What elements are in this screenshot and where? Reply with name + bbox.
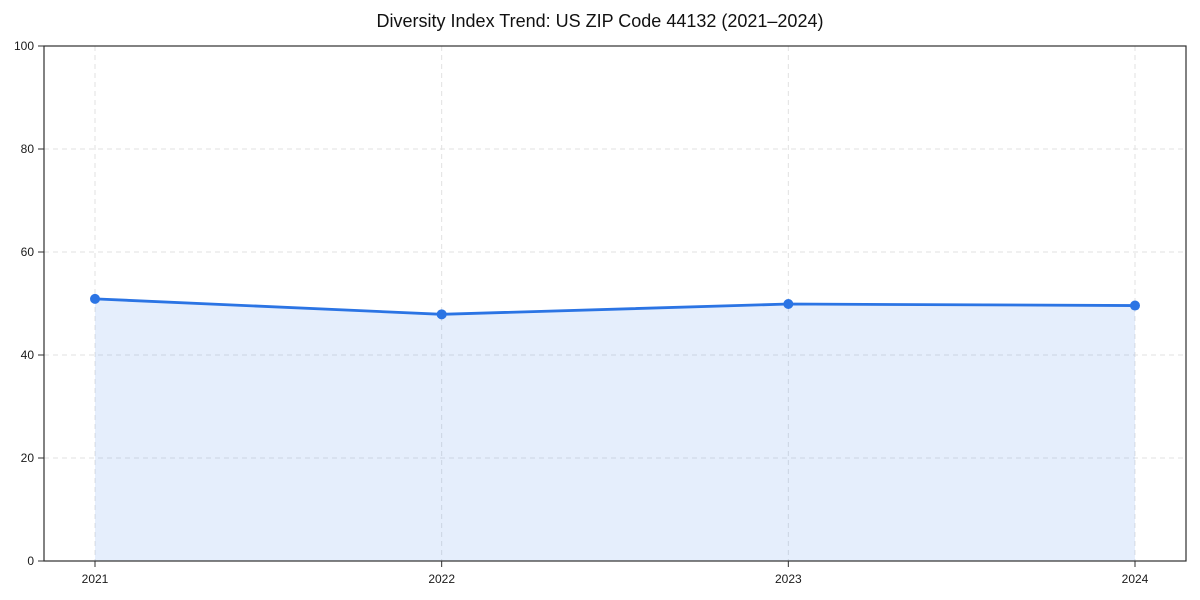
y-tick-label: 60 [21, 245, 35, 259]
y-tick-label: 20 [21, 451, 35, 465]
x-tick-label: 2023 [775, 572, 802, 586]
y-tick-label: 100 [14, 39, 34, 53]
x-tick-label: 2024 [1122, 572, 1149, 586]
data-point-marker [1130, 300, 1140, 311]
y-tick-label: 0 [27, 554, 34, 568]
data-point-marker [90, 293, 100, 304]
data-point-marker [783, 299, 794, 310]
y-tick-label: 40 [21, 348, 35, 362]
y-tick-label: 80 [21, 142, 35, 156]
data-point-marker [436, 309, 447, 320]
plot-border [43, 45, 1187, 562]
chart-title: Diversity Index Trend: US ZIP Code 44132… [376, 11, 824, 31]
series-line [93, 297, 1137, 316]
series-area-fill [95, 298, 1135, 561]
x-tick-label: 2022 [428, 572, 455, 586]
x-tick-label: 2021 [82, 572, 109, 586]
